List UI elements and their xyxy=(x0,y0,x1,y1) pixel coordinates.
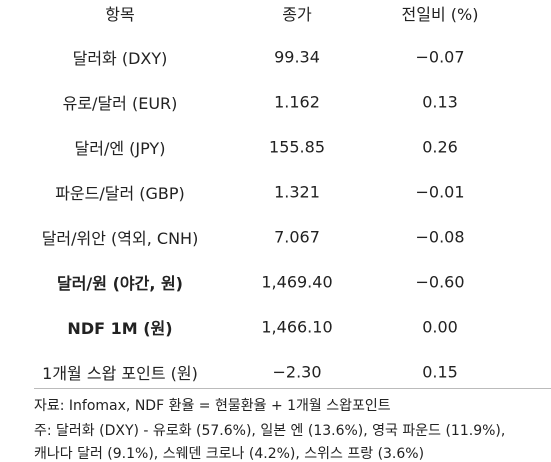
row-label: 유로/달러 (EUR) xyxy=(62,94,178,113)
row-label: 1개월 스왑 포인트 (원) xyxy=(42,364,198,383)
header-cell: 전일비 (%) xyxy=(401,5,479,24)
row-label: 달러/엔 (JPY) xyxy=(74,139,166,158)
cell-value: 99.34 xyxy=(274,47,320,67)
header-cell: 항목 xyxy=(105,5,135,24)
cell-value: 0.00 xyxy=(422,317,458,337)
header-cell: 종가 xyxy=(282,5,312,24)
cell-value: −0.60 xyxy=(415,272,465,292)
row-label: 달러/원 (야간, 원) xyxy=(56,274,184,293)
cell-value: 1.162 xyxy=(274,92,320,112)
cell-value: 155.85 xyxy=(269,137,325,157)
cell-value: 0.15 xyxy=(422,362,458,382)
cell-value: −0.07 xyxy=(415,47,465,67)
footnote: 캐나다 달러 (9.1%), 스웨덴 크로나 (4.2%), 스위스 프랑 (3… xyxy=(34,446,425,462)
divider xyxy=(34,388,551,389)
footnote: 주: 달러화 (DXY) - 유로화 (57.6%), 일본 엔 (13.6%)… xyxy=(34,423,506,439)
cell-value: 1,466.10 xyxy=(261,317,333,337)
cell-value: 7.067 xyxy=(274,227,320,247)
row-label: NDF 1M (원) xyxy=(67,319,173,338)
cell-value: −2.30 xyxy=(272,362,322,382)
footnote: 자료: Infomax, NDF 환율 = 현물환율 + 1개월 스왑포인트 xyxy=(34,398,391,414)
cell-value: −0.01 xyxy=(415,182,465,202)
cell-value: 0.13 xyxy=(422,92,458,112)
cell-value: 1,469.40 xyxy=(261,272,333,292)
row-label: 달러/위안 (역외, CNH) xyxy=(41,229,199,248)
cell-value: 1.321 xyxy=(274,182,320,202)
row-label: 파운드/달러 (GBP) xyxy=(55,184,185,203)
row-label: 달러화 (DXY) xyxy=(72,49,168,68)
cell-value: −0.08 xyxy=(415,227,465,247)
cell-value: 0.26 xyxy=(422,137,458,157)
